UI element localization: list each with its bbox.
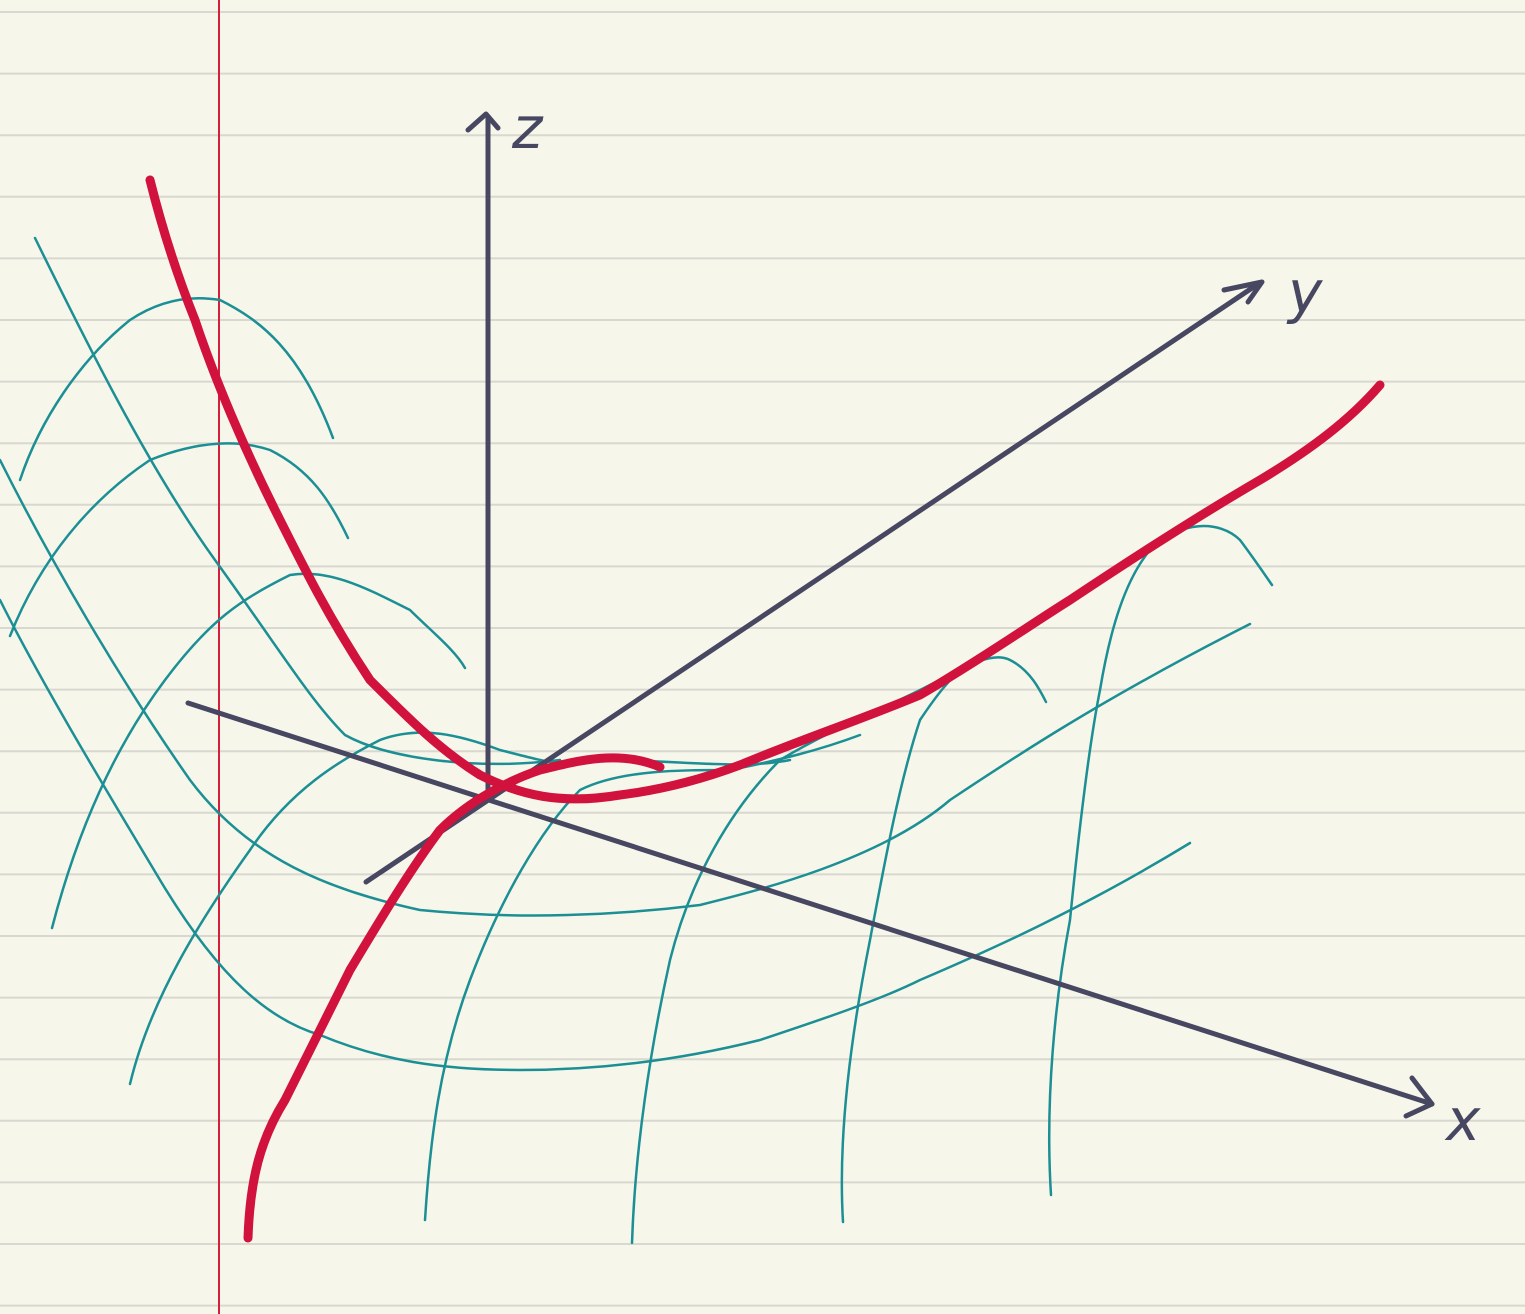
mesh-line-y-8 bbox=[1048, 524, 1274, 1197]
mesh-line-y-2 bbox=[8, 442, 350, 638]
mesh-line-y-6 bbox=[630, 656, 1048, 1245]
x-axis bbox=[185, 700, 1435, 1107]
mesh-line-y-5 bbox=[423, 733, 862, 1222]
y-axis-arrowhead bbox=[1221, 279, 1265, 305]
mesh-line-x-1 bbox=[33, 236, 562, 766]
highlight-curve-left bbox=[145, 175, 1385, 804]
y-axis bbox=[363, 281, 1261, 885]
notebook-ruled-lines bbox=[0, 11, 1525, 1307]
mesh-line-x-2 bbox=[0, 458, 1252, 917]
highlighted-curves bbox=[145, 175, 1385, 1243]
y-axis-label: y bbox=[1286, 258, 1323, 326]
z-axis-label: z bbox=[511, 94, 544, 162]
x-axis-label: x bbox=[1444, 1086, 1481, 1154]
z-axis-arrowhead bbox=[465, 111, 501, 133]
x-axis-arrowhead bbox=[1403, 1075, 1435, 1119]
mesh-line-y-3 bbox=[50, 572, 467, 930]
mesh-line-y-1 bbox=[18, 296, 335, 482]
coordinate-axes bbox=[185, 111, 1435, 1119]
mesh-line-y-7 bbox=[840, 668, 962, 1224]
highlight-curve-right bbox=[243, 753, 665, 1243]
mesh-line-x-3 bbox=[0, 598, 1192, 1072]
surface-mesh bbox=[0, 236, 1274, 1245]
